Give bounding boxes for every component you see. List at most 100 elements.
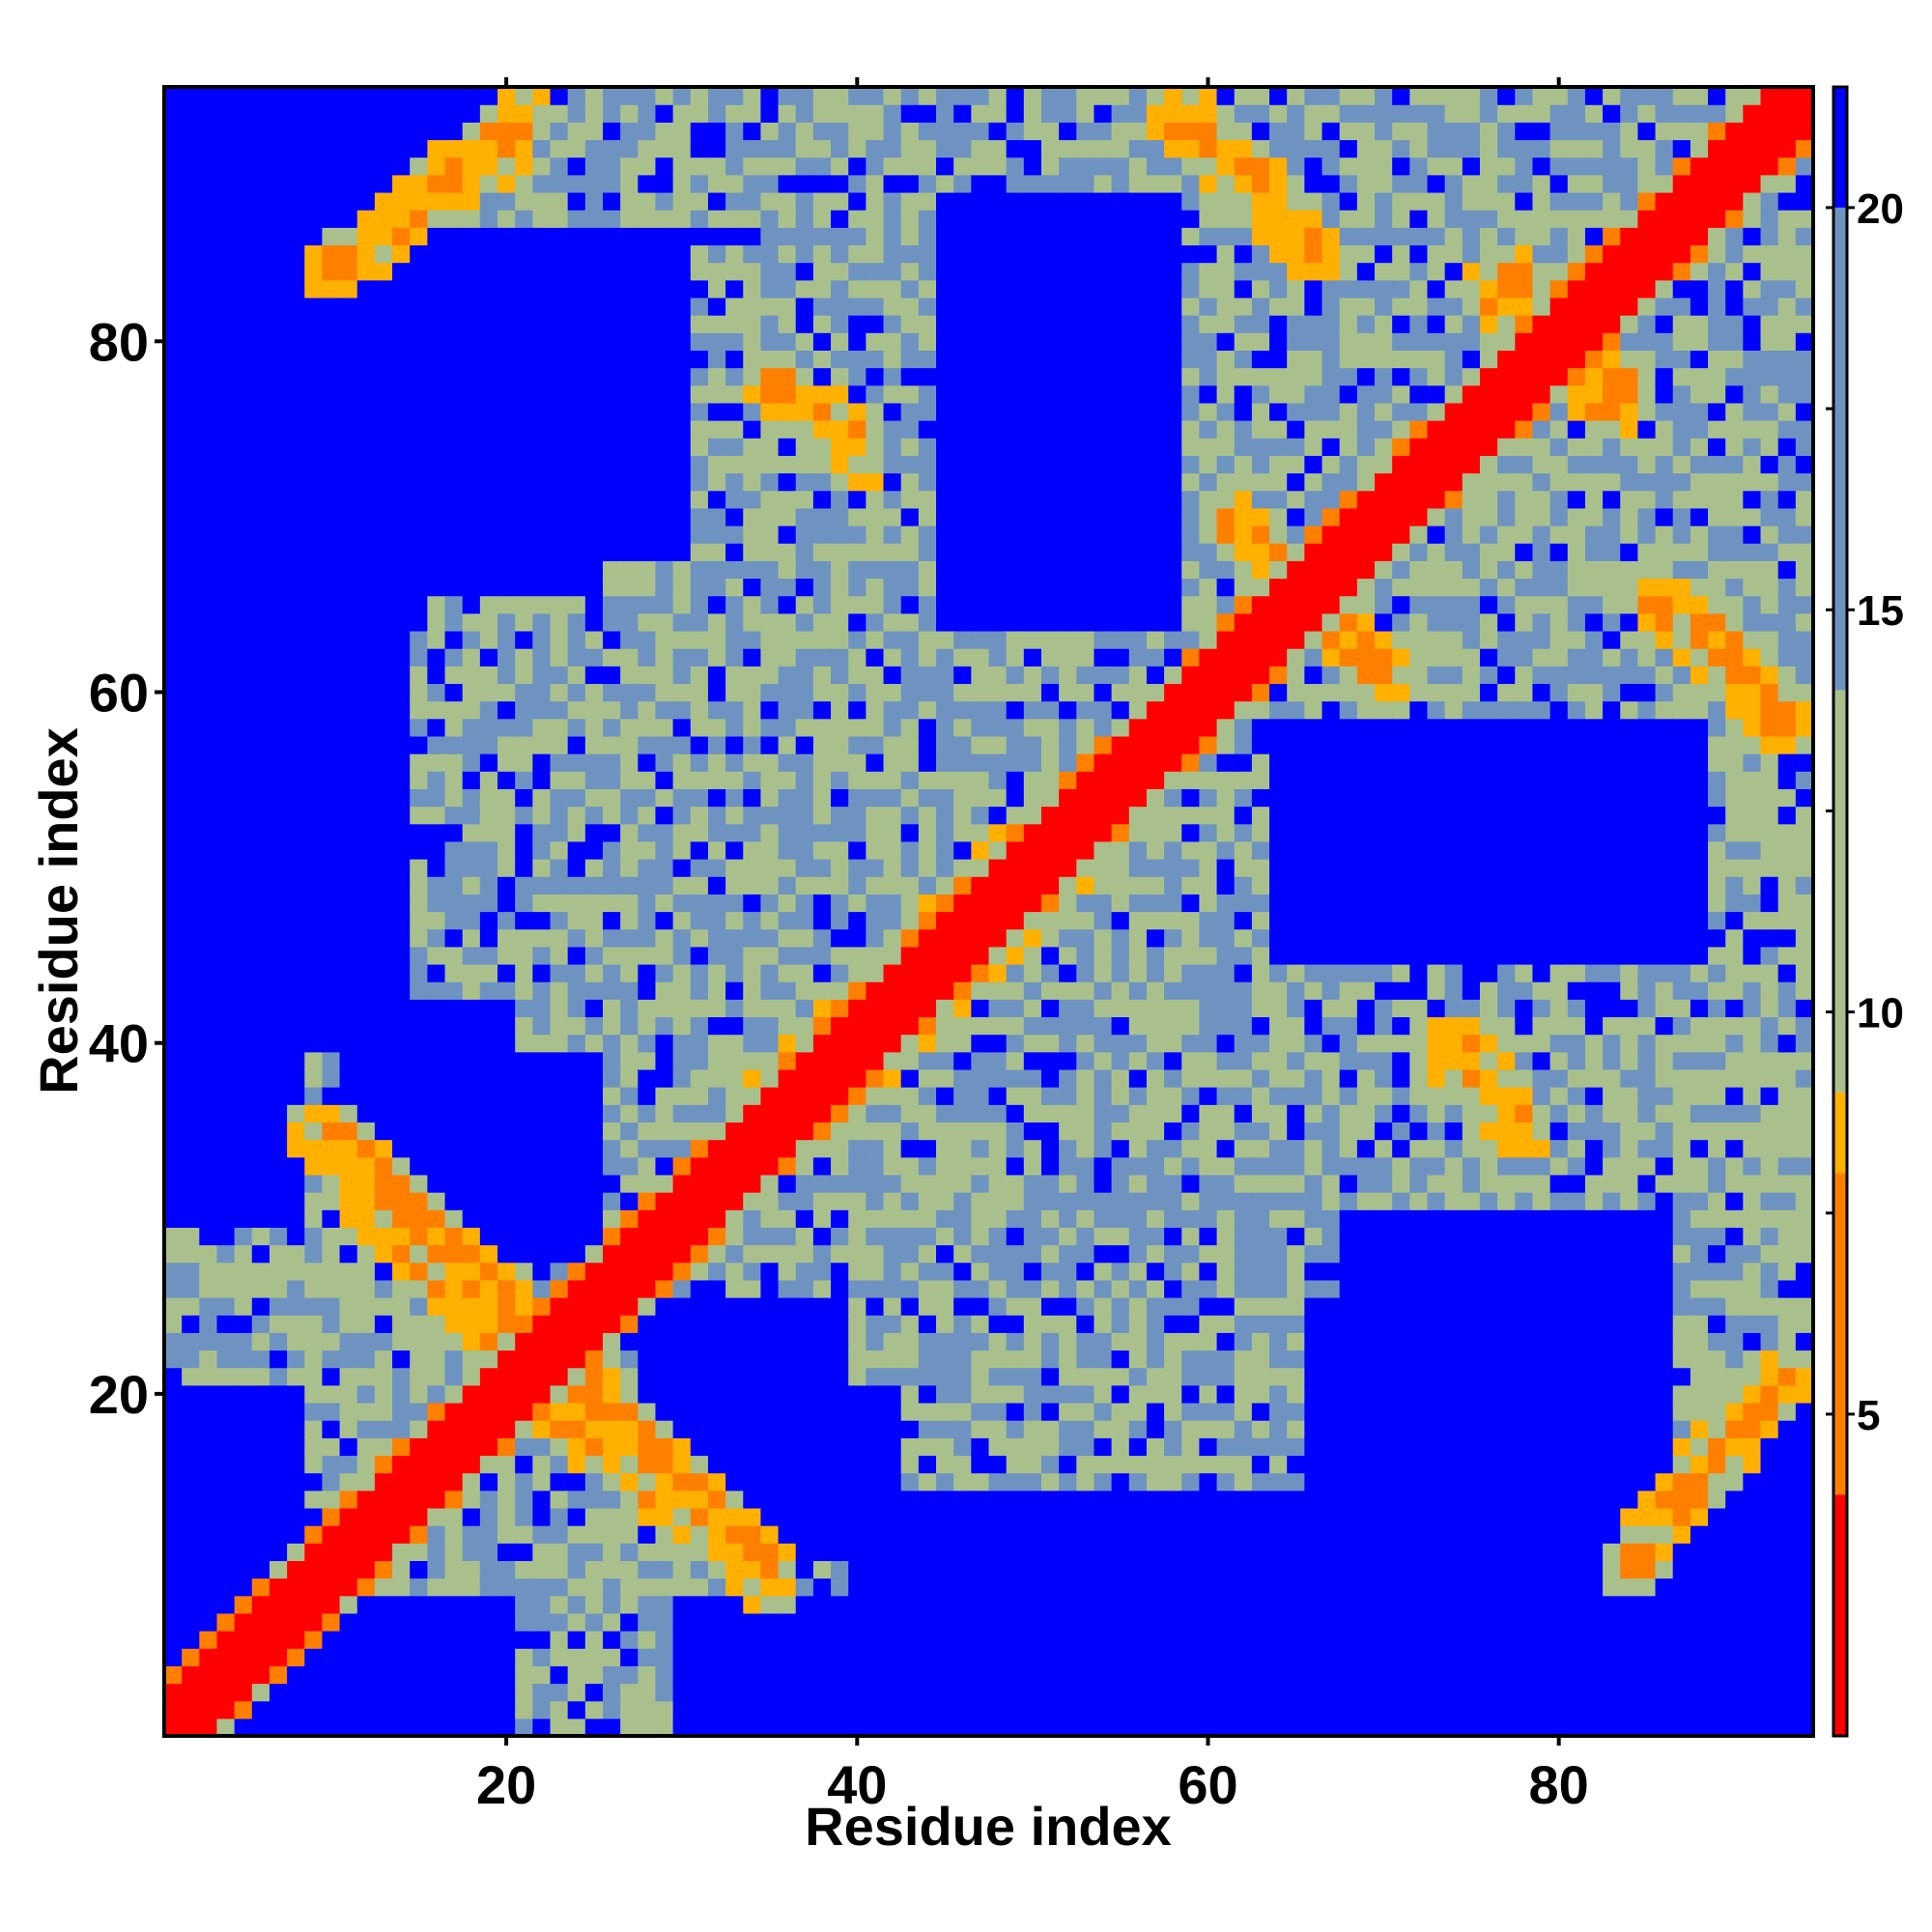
heatmap-cell [672,718,692,737]
heatmap-cell [725,1016,744,1036]
heatmap-cell [216,507,236,526]
heatmap-cell [410,1192,428,1210]
heatmap-cell [497,1192,516,1210]
heatmap-cell [1023,999,1042,1018]
heatmap-cell [1094,1472,1113,1492]
heatmap-cell [831,718,849,737]
heatmap-cell [392,1472,411,1492]
heatmap-cell [602,332,621,351]
heatmap-cell [848,806,867,825]
heatmap-cell [690,455,709,474]
heatmap-cell [199,1068,218,1088]
heatmap-cell [655,122,674,141]
heatmap-cell [515,928,533,948]
heatmap-cell [743,1543,762,1561]
heatmap-cell [410,1490,428,1509]
heatmap-cell [304,735,324,754]
heatmap-cell [479,420,498,439]
heatmap-cell [479,507,498,526]
heatmap-cell [1006,104,1025,123]
heatmap-cell [532,174,552,193]
heatmap-cell [392,1700,411,1719]
heatmap-cell [638,859,657,877]
heatmap-cell [883,1718,902,1737]
heatmap-cell [971,788,990,808]
heatmap-cell [1006,279,1025,298]
heatmap-cell [778,700,797,720]
heatmap-cell [707,1122,726,1141]
heatmap-cell [1006,823,1025,842]
heatmap-cell [1059,1174,1077,1193]
heatmap-cell [655,771,674,789]
heatmap-cell [1006,1420,1025,1438]
heatmap-cell [427,630,446,649]
heatmap-cell [1076,859,1095,877]
heatmap-cell [988,420,1008,439]
heatmap-cell [479,1156,498,1176]
heatmap-cell [356,928,376,948]
heatmap-cell [199,1139,218,1158]
heatmap-cell [199,1279,218,1298]
heatmap-cell [848,859,867,877]
heatmap-cell [374,262,393,281]
heatmap-cell [462,595,481,614]
heatmap-cell [234,1209,253,1228]
heatmap-cell [269,1122,288,1141]
heatmap-cell [971,472,990,492]
heatmap-cell [866,876,885,895]
heatmap-cell [392,630,411,649]
heatmap-cell [304,612,324,632]
heatmap-cell [638,1665,657,1685]
heatmap-cell [269,718,288,737]
heatmap-cell [532,332,552,351]
heatmap-cell [760,683,780,702]
heatmap-cell [900,1718,920,1737]
heatmap-cell [497,1209,516,1228]
heatmap-cell [287,700,305,720]
heatmap-cell [795,1192,814,1210]
heatmap-cell [269,1472,288,1492]
heatmap-cell [1040,788,1060,808]
heatmap-cell [690,174,709,193]
heatmap-cell [1059,1122,1077,1141]
heatmap-cell [251,683,270,702]
heatmap-cell [620,350,639,369]
heatmap-cell [672,87,692,105]
heatmap-cell [707,1648,726,1666]
heatmap-cell [1006,1718,1025,1737]
heatmap-cell [304,262,324,281]
heatmap-cell [392,1192,411,1210]
heatmap-cell [690,894,709,913]
heatmap-cell [1040,262,1060,281]
heatmap-cell [988,1631,1008,1649]
heatmap-cell [883,894,902,913]
heatmap-cell [971,1700,990,1719]
heatmap-cell [936,771,954,789]
heatmap-cell [427,1315,446,1333]
heatmap-cell [1023,1315,1042,1333]
heatmap-cell [304,174,324,193]
heatmap-cell [690,490,709,509]
heatmap-cell [707,1472,726,1492]
heatmap-cell [988,1595,1008,1614]
heatmap-cell [672,876,692,895]
heatmap-cell [392,595,411,614]
heatmap-cell [672,1087,692,1105]
heatmap-cell [567,1665,586,1685]
heatmap-cell [971,963,990,982]
heatmap-cell [427,1577,446,1597]
heatmap-cell [444,1139,464,1158]
heatmap-cell [1006,1209,1025,1228]
heatmap-cell [356,946,376,965]
heatmap-cell [182,1420,200,1438]
heatmap-cell [462,840,481,860]
heatmap-cell [988,210,1008,228]
heatmap-cell [164,297,183,316]
heatmap-cell [497,1648,516,1666]
heatmap-cell [778,402,797,421]
heatmap-cell [515,210,533,228]
heatmap-cell [918,1455,937,1474]
heatmap-cell [322,525,341,544]
heatmap-cell [1023,332,1042,351]
heatmap-cell [690,735,709,754]
